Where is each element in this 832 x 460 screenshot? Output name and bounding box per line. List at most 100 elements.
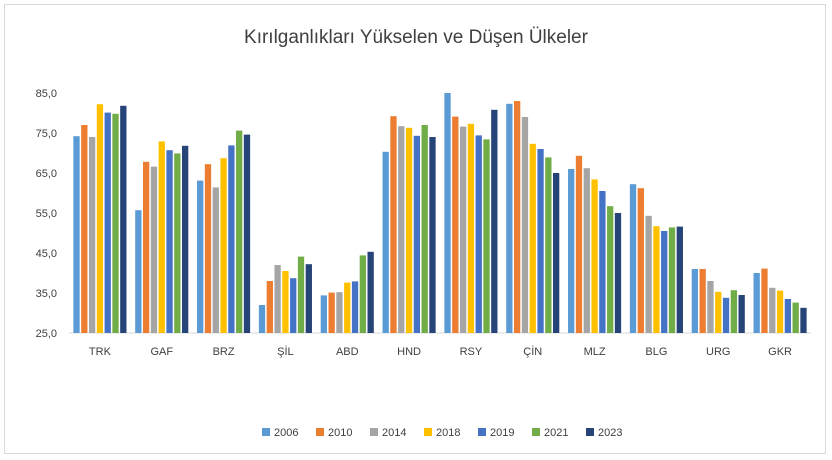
chart-svg: Kırılganlıkları Yükselen ve Düşen Ülkele… <box>36 27 811 439</box>
bar-2023-HND <box>429 137 436 333</box>
legend-label: 2006 <box>274 427 298 439</box>
bar-2021-TRK <box>112 113 119 333</box>
y-tick-label: 75,0 <box>36 128 57 140</box>
bar-2023-GAF <box>182 145 189 333</box>
bar-2021-URG <box>730 290 737 333</box>
x-tick-label: BRZ <box>213 346 235 358</box>
bar-2019-ÇİN <box>537 149 544 333</box>
bar-2006-MLZ <box>568 169 575 333</box>
y-tick-label: 55,0 <box>36 208 57 220</box>
bar-2014-ABD <box>336 292 343 333</box>
legend-label: 2021 <box>544 427 568 439</box>
bar-2018-ŞİL <box>282 271 289 333</box>
legend-swatch-2023 <box>586 428 594 436</box>
x-tick-label: ŞİL <box>277 345 294 358</box>
x-tick-label: URG <box>706 346 730 358</box>
bar-2019-ŞİL <box>290 278 297 333</box>
bar-2023-MLZ <box>614 213 622 333</box>
y-tick-label: 85,0 <box>36 88 57 100</box>
legend-swatch-2021 <box>532 428 540 436</box>
bar-2014-ŞİL <box>274 265 281 333</box>
bar-2018-ÇİN <box>529 143 536 333</box>
bar-2023-BRZ <box>243 134 251 333</box>
plot-area: 25,0 35,0 45,0 55,0 65,0 75,0 85,0 TRK GAF BRZ ŞİL… <box>36 88 811 358</box>
bar-2006-ABD <box>320 295 327 333</box>
legend-label: 2023 <box>598 427 622 439</box>
y-tick-label: 65,0 <box>36 168 57 180</box>
bar-2006-URG <box>691 269 698 333</box>
x-tick-label: HND <box>397 346 421 358</box>
bar-2010-ABD <box>328 292 335 333</box>
y-tick-label: 35,0 <box>36 288 57 300</box>
bar-2018-GKR <box>776 290 784 333</box>
bar-2014-HND <box>398 126 405 333</box>
bar-2014-GKR <box>769 287 776 333</box>
bar-2010-ÇİN <box>514 101 521 333</box>
bar-2021-RSY <box>483 139 490 333</box>
bar-2023-URG <box>738 295 745 333</box>
bar-2018-ABD <box>344 282 351 333</box>
legend-swatch-2019 <box>478 428 486 436</box>
bar-2014-ÇİN <box>521 117 529 333</box>
bar-2023-RSY <box>491 109 498 333</box>
bar-2018-BRZ <box>220 158 227 333</box>
bar-2014-TRK <box>88 137 96 333</box>
chart-legend: 2006 2010 2014 2018 2019 2021 2023 <box>262 427 622 439</box>
bar-2014-BRZ <box>212 187 219 333</box>
legend-swatch-2014 <box>370 428 378 436</box>
legend-swatch-2018 <box>424 428 432 436</box>
bar-2010-URG <box>699 269 706 333</box>
x-tick-label: RSY <box>460 346 483 358</box>
bar-2021-GKR <box>792 302 799 333</box>
bar-2018-RSY <box>467 123 475 333</box>
bar-2010-RSY <box>452 116 459 333</box>
bar-2014-BLG <box>645 215 652 333</box>
bar-2023-BLG <box>676 226 683 333</box>
bar-2010-BRZ <box>204 164 212 333</box>
bar-2019-RSY <box>475 135 482 333</box>
chart-frame: Kırılganlıkları Yükselen ve Düşen Ülkele… <box>4 4 826 454</box>
bar-2018-URG <box>715 291 722 333</box>
bar-2018-TRK <box>96 104 104 333</box>
bar-2006-BLG <box>629 184 637 333</box>
bar-2014-GAF <box>150 166 158 333</box>
x-tick-label: ÇİN <box>523 345 542 358</box>
bar-2019-BLG <box>661 231 668 333</box>
bar-2021-MLZ <box>607 206 614 333</box>
bar-2019-GKR <box>784 299 792 333</box>
x-tick-label: BLG <box>645 346 667 358</box>
bar-2006-RSY <box>444 93 451 333</box>
bar-2023-TRK <box>120 105 127 333</box>
x-tick-label: GAF <box>150 346 173 358</box>
bar-2010-HND <box>390 116 397 333</box>
bar-2006-TRK <box>73 136 80 333</box>
bar-2023-ÇİN <box>553 173 560 333</box>
x-tick-label: MLZ <box>584 346 606 358</box>
bar-2014-RSY <box>459 126 467 333</box>
bar-2006-GAF <box>135 210 142 333</box>
x-tick-label: TRK <box>89 346 112 358</box>
x-tick-label: ABD <box>336 346 359 358</box>
bar-2021-BRZ <box>236 130 243 333</box>
bar-2023-ŞİL <box>305 264 312 333</box>
bar-2021-ÇİN <box>545 157 552 333</box>
bar-2021-BLG <box>668 227 676 333</box>
bar-2018-MLZ <box>591 179 598 333</box>
bar-2021-GAF <box>174 153 181 333</box>
bar-2021-HND <box>421 125 428 333</box>
bar-2019-ABD <box>351 281 359 333</box>
bar-2021-ABD <box>359 255 366 333</box>
chart-title: Kırılganlıkları Yükselen ve Düşen Ülkele… <box>244 27 589 48</box>
bar-2006-BRZ <box>197 180 204 333</box>
bar-2010-MLZ <box>575 155 583 333</box>
bar-2019-MLZ <box>599 191 606 333</box>
legend-label: 2018 <box>436 427 460 439</box>
bar-2014-URG <box>707 281 714 333</box>
bar-2010-GAF <box>143 161 150 333</box>
legend-label: 2014 <box>382 427 406 439</box>
x-tick-label: GKR <box>768 346 792 358</box>
bar-2018-HND <box>405 127 413 333</box>
legend-label: 2010 <box>328 427 352 439</box>
bar-2019-BRZ <box>228 145 235 333</box>
legend-swatch-2006 <box>262 428 270 436</box>
